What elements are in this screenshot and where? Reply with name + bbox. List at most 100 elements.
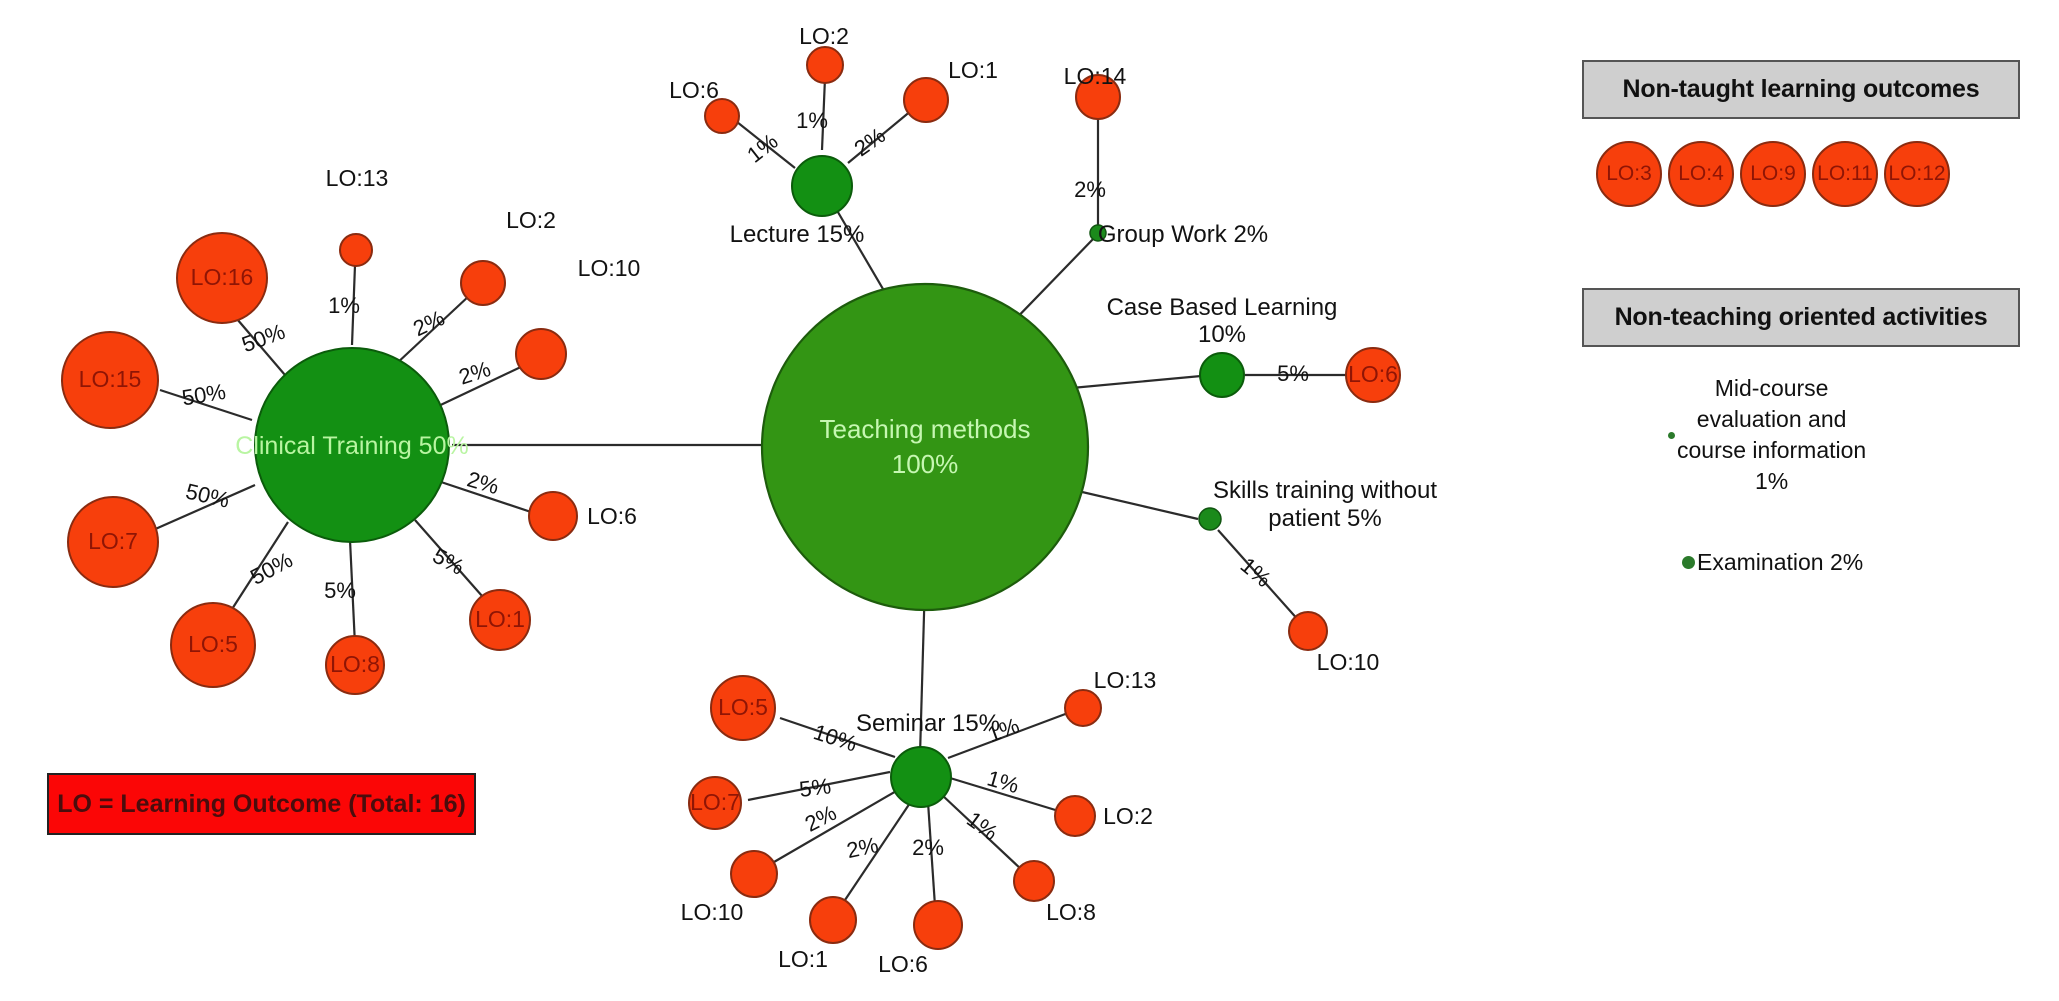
edge-skills-lo10 bbox=[1217, 529, 1301, 623]
panel-non-teaching: Non-teaching oriented activities Mid-cou… bbox=[1582, 288, 2020, 578]
weight-clinical-lo6: 2% bbox=[464, 466, 501, 499]
hub-skills-label-line1: Skills training without bbox=[1213, 477, 1437, 504]
weight-clinical-lo13: 1% bbox=[328, 293, 360, 318]
node-lo-15[interactable] bbox=[61, 331, 159, 429]
node-seminar-lo-5[interactable] bbox=[710, 675, 776, 741]
edge-clinical-lo1 bbox=[414, 519, 491, 606]
node-seminar-lo-6[interactable] bbox=[913, 900, 963, 950]
edge-seminar-lo1 bbox=[844, 799, 913, 901]
node-seminar-lo-5-label: LO:5 bbox=[718, 694, 768, 720]
weight-lecture-lo2: 1% bbox=[796, 108, 828, 133]
edge-seminar-lo13 bbox=[947, 711, 1069, 760]
non-taught-chip[interactable]: LO:11 bbox=[1812, 141, 1878, 207]
activity-item-midcourse[interactable]: Mid-course evaluation and course informa… bbox=[1668, 373, 2020, 497]
node-lo-8-label: LO:8 bbox=[330, 651, 380, 677]
hub-cbl-label-line2: 10% bbox=[1198, 321, 1246, 348]
panel-non-taught: Non-taught learning outcomes LO:3 LO:4 L… bbox=[1582, 60, 2020, 207]
cluster-case-based-learning: Case Based Learning 10% LO:6 5% bbox=[1107, 294, 1401, 403]
label-lecture-lo-2: LO:2 bbox=[799, 23, 849, 49]
edge-clinical-lo5 bbox=[224, 521, 289, 621]
hub-clinical-training-label: Clinical Training 50% bbox=[235, 432, 468, 460]
node-lecture-lo-2[interactable] bbox=[806, 46, 844, 84]
edge-clinical-lo8 bbox=[348, 539, 357, 646]
non-taught-chip-row: LO:3 LO:4 LO:9 LO:11 LO:12 bbox=[1596, 141, 2020, 207]
node-teaching-methods[interactable] bbox=[760, 282, 1090, 612]
node-seminar-lo-10[interactable] bbox=[730, 850, 778, 898]
label-seminar-lo-6: LO:6 bbox=[878, 951, 928, 977]
node-lo-5-label: LO:5 bbox=[188, 631, 238, 657]
node-lo-16[interactable] bbox=[176, 232, 268, 324]
hub-group-work[interactable] bbox=[1089, 224, 1107, 242]
edge-lecture-lo1 bbox=[847, 109, 913, 164]
node-lo-8[interactable] bbox=[325, 635, 385, 695]
weight-seminar-lo10: 2% bbox=[801, 800, 841, 837]
edge-seminar-lo5 bbox=[779, 716, 896, 759]
edge-seminar-lo7 bbox=[747, 770, 891, 802]
hub-seminar-label: Seminar 15% bbox=[856, 710, 1000, 737]
hub-seminar[interactable] bbox=[890, 746, 952, 808]
legend-learning-outcome-text: LO = Learning Outcome (Total: 16) bbox=[57, 789, 466, 818]
activity-label-examination: Examination 2% bbox=[1697, 549, 1864, 576]
node-lo-7-label: LO:7 bbox=[88, 528, 138, 554]
node-skills-lo-10[interactable] bbox=[1288, 611, 1328, 651]
activity-dot-icon bbox=[1668, 431, 1675, 439]
panel-non-teaching-header: Non-teaching oriented activities bbox=[1582, 288, 2020, 347]
node-seminar-lo-2[interactable] bbox=[1054, 795, 1096, 837]
hub-cbl-label-line1: Case Based Learning bbox=[1107, 294, 1338, 321]
center-label-line2: 100% bbox=[892, 449, 959, 479]
node-lo-5[interactable] bbox=[170, 602, 256, 688]
edge-seminar-lo8 bbox=[941, 794, 1023, 871]
activity-label-midcourse: Mid-course evaluation and course informa… bbox=[1677, 375, 1867, 495]
weight-clinical-lo7: 50% bbox=[183, 479, 232, 513]
weight-lecture-lo6: 1% bbox=[742, 128, 782, 167]
weight-seminar-lo8: 1% bbox=[962, 806, 1002, 845]
edge-clinical-lo2 bbox=[394, 294, 471, 366]
node-lo-7[interactable] bbox=[67, 496, 159, 588]
activity-item-examination[interactable]: Examination 2% bbox=[1682, 547, 2020, 578]
label-lo-2: LO:2 bbox=[506, 207, 556, 233]
weight-seminar-lo7: 5% bbox=[798, 773, 833, 802]
node-groupwork-lo-14[interactable] bbox=[1075, 74, 1121, 120]
non-taught-chip[interactable]: LO:3 bbox=[1596, 141, 1662, 207]
node-lo-6[interactable] bbox=[528, 491, 578, 541]
edge-seminar-lo6 bbox=[926, 801, 937, 907]
node-lo-2[interactable] bbox=[460, 260, 506, 306]
weight-seminar-lo6: 2% bbox=[912, 835, 944, 860]
hub-skills-training[interactable] bbox=[1198, 507, 1222, 531]
node-seminar-lo-1[interactable] bbox=[809, 896, 857, 944]
hub-case-based-learning[interactable] bbox=[1199, 352, 1245, 398]
weight-clinical-lo10: 2% bbox=[456, 356, 494, 390]
hub-lecture[interactable] bbox=[791, 155, 853, 217]
edge-seminar-lo10 bbox=[773, 789, 899, 863]
node-seminar-lo-8[interactable] bbox=[1013, 860, 1055, 902]
node-seminar-lo-7[interactable] bbox=[688, 776, 742, 830]
edge-lecture-lo6 bbox=[731, 117, 796, 169]
node-lo-10[interactable] bbox=[515, 328, 567, 380]
activity-dot-icon bbox=[1682, 556, 1695, 570]
legend-learning-outcome: LO = Learning Outcome (Total: 16) bbox=[47, 773, 476, 835]
non-taught-chip[interactable]: LO:4 bbox=[1668, 141, 1734, 207]
edge-lecture-lo2 bbox=[820, 77, 827, 151]
node-lo-15-label: LO:15 bbox=[79, 366, 142, 392]
node-lecture-lo-1[interactable] bbox=[903, 77, 949, 123]
weight-clinical-lo2: 2% bbox=[409, 305, 448, 341]
hub-clinical-training[interactable] bbox=[254, 347, 450, 543]
label-skills-lo-10: LO:10 bbox=[1317, 649, 1380, 675]
label-lo-10: LO:10 bbox=[578, 255, 641, 281]
node-lo-13[interactable] bbox=[339, 233, 373, 267]
label-seminar-lo-8: LO:8 bbox=[1046, 899, 1096, 925]
non-taught-chip[interactable]: LO:9 bbox=[1740, 141, 1806, 207]
edge-clinical-lo13 bbox=[350, 264, 357, 346]
node-cbl-lo-6[interactable] bbox=[1345, 347, 1401, 403]
node-lo-1-label: LO:1 bbox=[475, 606, 525, 632]
node-seminar-lo-13[interactable] bbox=[1064, 689, 1102, 727]
non-taught-chip[interactable]: LO:12 bbox=[1884, 141, 1950, 207]
label-seminar-lo-13: LO:13 bbox=[1094, 667, 1157, 693]
cluster-skills-training: Skills training without patient 5% LO:10… bbox=[1198, 477, 1437, 675]
weight-skills-lo10: 1% bbox=[1236, 552, 1276, 592]
node-cbl-lo-6-label: LO:6 bbox=[1348, 361, 1398, 387]
node-lo-1[interactable] bbox=[469, 589, 531, 651]
node-lecture-lo-6[interactable] bbox=[704, 98, 740, 134]
edge-clinical-lo10 bbox=[429, 364, 526, 411]
